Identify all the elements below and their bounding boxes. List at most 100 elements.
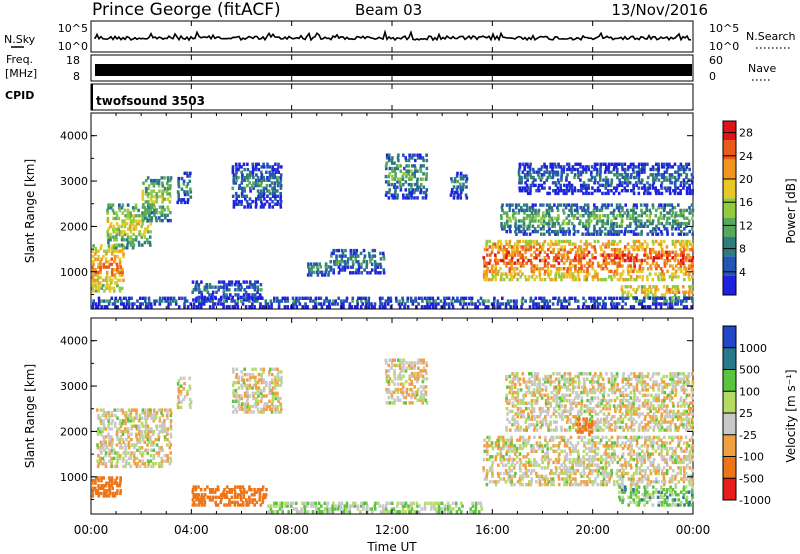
heatmap-cell xyxy=(657,275,660,279)
heatmap-cell xyxy=(543,261,547,265)
heatmap-cell xyxy=(387,374,391,378)
heatmap-cell xyxy=(515,227,518,231)
heatmap-cell xyxy=(596,457,600,462)
heatmap-cell xyxy=(602,162,605,166)
heatmap-cell xyxy=(553,224,556,228)
heatmap-cell xyxy=(94,268,97,272)
heatmap-cell xyxy=(522,227,525,231)
heatmap-cell xyxy=(185,184,189,189)
heatmap-cell xyxy=(623,290,627,294)
heatmap-cell xyxy=(601,299,605,303)
heatmap-cell xyxy=(535,170,538,174)
heatmap-cell xyxy=(277,399,280,403)
heatmap-cell xyxy=(631,214,635,218)
heatmap-cell xyxy=(586,269,589,274)
heatmap-cell xyxy=(524,444,528,448)
heatmap-cell xyxy=(225,285,229,289)
heatmap-cell xyxy=(660,186,663,190)
heatmap-cell xyxy=(189,405,192,410)
heatmap-cell xyxy=(147,462,150,466)
heatmap-cell xyxy=(508,239,512,244)
heatmap-cell xyxy=(180,200,183,205)
heatmap-cell xyxy=(554,239,558,244)
heatmap-cell xyxy=(182,397,185,402)
heatmap-cell xyxy=(506,299,510,303)
heatmap-cell xyxy=(608,474,611,478)
heatmap-cell xyxy=(641,178,644,182)
heatmap-cell xyxy=(127,440,131,444)
heatmap-cell xyxy=(110,421,113,426)
heatmap-cell xyxy=(130,296,133,300)
heatmap-cell xyxy=(525,216,529,220)
heatmap-cell xyxy=(168,440,172,444)
colorbar-tick-label: 12 xyxy=(739,219,753,232)
heatmap-cell xyxy=(228,283,232,287)
heatmap-cell xyxy=(542,211,545,215)
heatmap-cell xyxy=(528,165,532,169)
heatmap-cell xyxy=(188,376,191,380)
heatmap-cell xyxy=(160,427,164,431)
heatmap-cell xyxy=(691,245,694,249)
heatmap-cell xyxy=(253,378,257,382)
heatmap-cell xyxy=(658,272,661,276)
heatmap-cell xyxy=(688,219,691,223)
heatmap-cell xyxy=(659,267,663,271)
heatmap-cell xyxy=(232,367,235,371)
heatmap-cell xyxy=(519,435,522,440)
heatmap-cell xyxy=(562,191,566,196)
heatmap-cell xyxy=(236,305,240,309)
heatmap-cell xyxy=(419,371,422,376)
heatmap-cell xyxy=(137,219,141,223)
nave-tick-bottom: 0 xyxy=(709,70,716,83)
heatmap-cell xyxy=(205,299,208,303)
heatmap-cell xyxy=(565,466,569,470)
heatmap-cell xyxy=(251,500,254,505)
heatmap-cell xyxy=(618,183,621,188)
heatmap-cell xyxy=(624,203,627,207)
heatmap-cell xyxy=(277,375,280,379)
heatmap-cell xyxy=(364,296,367,300)
heatmap-cell xyxy=(146,443,149,447)
heatmap-cell xyxy=(154,416,158,420)
heatmap-cell xyxy=(389,296,393,300)
heatmap-cell xyxy=(488,480,492,484)
heatmap-cell xyxy=(537,247,541,252)
heatmap-cell xyxy=(118,286,122,290)
heatmap-cell xyxy=(670,203,674,207)
heatmap-cell xyxy=(610,277,614,282)
heatmap-cell xyxy=(240,383,243,387)
heatmap-cell xyxy=(203,488,207,492)
heatmap-cell xyxy=(142,202,145,207)
heatmap-cell xyxy=(593,224,596,228)
heatmap-cell xyxy=(391,358,394,362)
heatmap-cell xyxy=(646,242,649,246)
heatmap-cell xyxy=(628,181,632,185)
heatmap-cell xyxy=(612,208,616,213)
heatmap-cell xyxy=(674,214,677,218)
heatmap-cell xyxy=(595,229,599,234)
heatmap-cell xyxy=(459,196,462,200)
heatmap-cell xyxy=(547,275,550,279)
heatmap-cell xyxy=(453,193,456,197)
heatmap-cell xyxy=(271,372,274,377)
freq-tick-top: 18 xyxy=(66,54,80,67)
heatmap-cell xyxy=(459,299,462,303)
heatmap-cell xyxy=(529,162,532,166)
heatmap-cell xyxy=(640,285,644,289)
heatmap-cell xyxy=(374,268,377,272)
heatmap-cell xyxy=(655,261,658,265)
heatmap-cell xyxy=(646,277,649,282)
heatmap-cell xyxy=(512,299,516,303)
heatmap-cell xyxy=(269,380,272,385)
heatmap-cell xyxy=(656,287,660,292)
heatmap-cell xyxy=(613,261,617,265)
heatmap-cell xyxy=(580,480,583,484)
heatmap-cell xyxy=(482,457,486,462)
heatmap-cell xyxy=(512,269,516,274)
heatmap-cell xyxy=(561,221,565,226)
heatmap-cell xyxy=(509,299,513,303)
heatmap-cell xyxy=(594,435,597,440)
heatmap-cell xyxy=(649,287,653,292)
heatmap-cell xyxy=(585,446,588,451)
heatmap-cell xyxy=(225,288,229,292)
